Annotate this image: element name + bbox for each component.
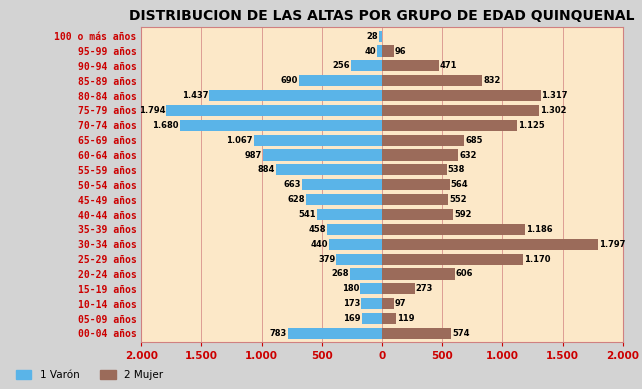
Text: 180: 180 bbox=[342, 284, 360, 293]
Bar bbox=[382, 179, 450, 190]
Text: 538: 538 bbox=[447, 165, 465, 174]
Text: 628: 628 bbox=[288, 195, 306, 204]
Bar bbox=[382, 268, 455, 280]
Bar bbox=[288, 328, 382, 339]
Text: 379: 379 bbox=[318, 254, 335, 264]
Text: 1.317: 1.317 bbox=[541, 91, 568, 100]
Bar bbox=[166, 105, 382, 116]
Text: 471: 471 bbox=[440, 61, 457, 70]
Bar bbox=[382, 313, 396, 324]
Text: 173: 173 bbox=[343, 299, 360, 308]
Bar bbox=[382, 105, 539, 116]
Bar bbox=[382, 120, 517, 131]
Text: 632: 632 bbox=[459, 151, 476, 159]
Bar bbox=[360, 283, 382, 294]
Text: 1.125: 1.125 bbox=[518, 121, 545, 130]
Text: 783: 783 bbox=[270, 329, 287, 338]
Bar bbox=[180, 120, 382, 131]
Bar bbox=[317, 209, 382, 220]
Bar bbox=[377, 46, 382, 56]
Bar bbox=[382, 75, 482, 86]
Text: 28: 28 bbox=[366, 32, 377, 40]
Text: 1.437: 1.437 bbox=[182, 91, 208, 100]
Bar bbox=[382, 164, 447, 175]
Text: 1.186: 1.186 bbox=[526, 225, 552, 234]
Text: 592: 592 bbox=[455, 210, 472, 219]
Bar bbox=[382, 149, 458, 161]
Bar bbox=[275, 164, 382, 175]
Text: 169: 169 bbox=[343, 314, 361, 323]
Text: 1.680: 1.680 bbox=[152, 121, 178, 130]
Bar bbox=[302, 179, 382, 190]
Bar bbox=[382, 194, 448, 205]
Text: 458: 458 bbox=[308, 225, 326, 234]
Bar bbox=[351, 60, 382, 72]
Text: 685: 685 bbox=[465, 136, 483, 145]
Bar bbox=[327, 224, 382, 235]
Bar bbox=[361, 298, 382, 309]
Bar bbox=[306, 194, 382, 205]
Text: 606: 606 bbox=[456, 270, 473, 279]
Text: 552: 552 bbox=[449, 195, 467, 204]
Text: 96: 96 bbox=[394, 47, 406, 56]
Bar bbox=[263, 149, 382, 161]
Bar bbox=[329, 239, 382, 250]
Text: 1.794: 1.794 bbox=[139, 106, 165, 115]
Bar bbox=[382, 46, 394, 56]
Bar bbox=[382, 90, 541, 101]
Text: 564: 564 bbox=[451, 180, 469, 189]
Bar bbox=[382, 209, 453, 220]
Text: 1.797: 1.797 bbox=[599, 240, 626, 249]
Bar bbox=[209, 90, 382, 101]
Bar bbox=[382, 328, 451, 339]
Bar bbox=[382, 298, 394, 309]
Text: 541: 541 bbox=[299, 210, 316, 219]
Bar bbox=[361, 313, 382, 324]
Bar bbox=[336, 254, 382, 265]
Text: 268: 268 bbox=[331, 270, 349, 279]
Title: DISTRIBUCION DE LAS ALTAS POR GRUPO DE EDAD QUINQUENAL: DISTRIBUCION DE LAS ALTAS POR GRUPO DE E… bbox=[129, 9, 635, 23]
Legend: 1 Varón, 2 Mujer: 1 Varón, 2 Mujer bbox=[12, 366, 168, 384]
Text: 97: 97 bbox=[395, 299, 406, 308]
Text: 1.067: 1.067 bbox=[226, 136, 252, 145]
Text: 690: 690 bbox=[281, 76, 298, 85]
Text: 273: 273 bbox=[416, 284, 433, 293]
Text: 256: 256 bbox=[333, 61, 351, 70]
Text: 987: 987 bbox=[245, 151, 262, 159]
Text: 574: 574 bbox=[452, 329, 469, 338]
Text: 440: 440 bbox=[311, 240, 328, 249]
Text: 119: 119 bbox=[397, 314, 415, 323]
Bar bbox=[299, 75, 382, 86]
Bar bbox=[382, 60, 438, 72]
Text: 1.302: 1.302 bbox=[540, 106, 566, 115]
Text: 1.170: 1.170 bbox=[524, 254, 550, 264]
Bar bbox=[382, 239, 598, 250]
Text: 832: 832 bbox=[483, 76, 501, 85]
Bar bbox=[382, 254, 523, 265]
Bar bbox=[254, 135, 382, 146]
Bar bbox=[382, 135, 464, 146]
Bar bbox=[350, 268, 382, 280]
Bar bbox=[382, 283, 415, 294]
Text: 663: 663 bbox=[284, 180, 301, 189]
Text: 884: 884 bbox=[257, 165, 275, 174]
Bar bbox=[382, 224, 525, 235]
Bar bbox=[379, 31, 382, 42]
Text: 40: 40 bbox=[365, 47, 376, 56]
